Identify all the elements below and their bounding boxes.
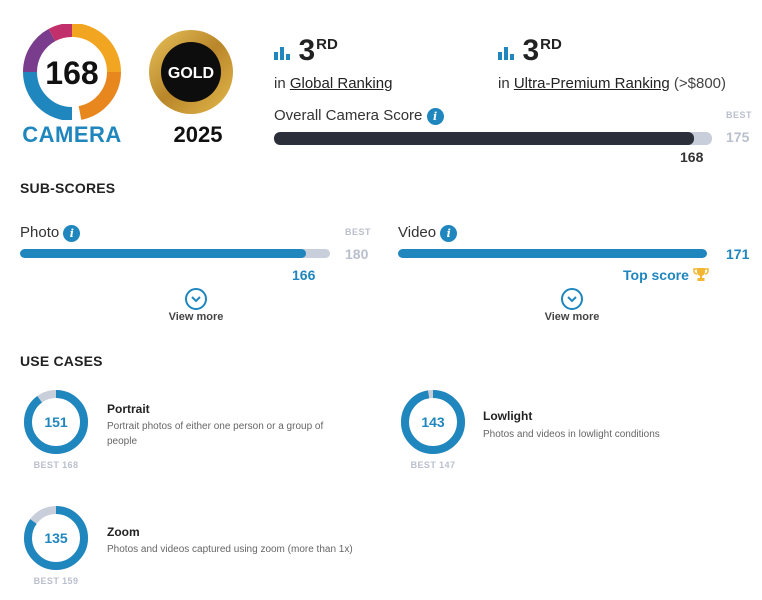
info-icon[interactable]: i: [426, 107, 444, 125]
dxomark-badge-icon: 168: [22, 24, 121, 120]
ultra-ranking-price: (>$800): [669, 75, 727, 92]
video-view-more-link[interactable]: View more: [544, 311, 600, 323]
badge-score: 168: [45, 55, 98, 91]
lowlight-name: Lowlight: [483, 409, 533, 423]
video-label: Video: [398, 224, 437, 241]
photo-heading: Photo i: [20, 224, 81, 242]
ultra-ranking-link[interactable]: Ultra-Premium Ranking: [513, 75, 670, 92]
video-score-value: 171: [726, 246, 750, 262]
portrait-description: Portrait photos of either one person or …: [107, 419, 323, 449]
top-score-label: Top score: [623, 267, 689, 283]
lowlight-description: Photos and videos in lowlight conditions: [483, 427, 660, 442]
global-rank-number: 3: [298, 34, 316, 67]
video-score-bar: [398, 249, 707, 258]
trophy-icon: [693, 268, 710, 281]
ultra-premium-ranking: 3RD: [498, 34, 562, 68]
use-cases-title: USE CASES: [20, 353, 103, 369]
zoom-score-ring: 135: [24, 506, 88, 570]
zoom-description-line: Photos and videos captured using zoom (m…: [107, 544, 353, 555]
overall-score-label: Overall Camera Score: [274, 107, 423, 124]
global-rank-suffix: RD: [316, 36, 338, 53]
ultra-rank-number: 3: [522, 34, 540, 67]
lowlight-best: BEST 147: [410, 460, 456, 470]
info-icon[interactable]: i: [63, 224, 81, 242]
portrait-best: BEST 168: [33, 460, 79, 470]
overall-best-label: BEST: [726, 110, 753, 120]
lowlight-score: 143: [421, 414, 445, 430]
zoom-description: Photos and videos captured using zoom (m…: [107, 542, 353, 557]
overall-score-fill: [274, 132, 695, 145]
video-heading: Video i: [398, 224, 458, 242]
global-ranking-prefix: in: [274, 75, 290, 92]
overall-score-bar: [274, 132, 712, 145]
gold-award-icon: GOLD: [149, 30, 233, 114]
ultra-ranking-line: in Ultra-Premium Ranking (>$800): [498, 75, 726, 92]
subscores-title: SUB-SCORES: [20, 180, 116, 196]
global-ranking: 3RD: [274, 34, 338, 68]
bar-chart-icon: [274, 47, 290, 60]
portrait-description-line: people: [107, 436, 138, 447]
overall-score-value: 168: [680, 149, 704, 165]
zoom-best: BEST 159: [33, 576, 79, 586]
lowlight-description-line: Photos and videos in lowlight conditions: [483, 429, 660, 440]
photo-view-more-link[interactable]: View more: [168, 311, 224, 323]
portrait-score: 151: [44, 414, 68, 430]
portrait-description-line: Portrait photos of either one person or …: [107, 421, 324, 432]
photo-score-fill: [20, 249, 306, 258]
award-year: 2025: [173, 122, 223, 147]
video-score-fill: [398, 249, 707, 258]
badge-category: CAMERA: [22, 122, 122, 147]
lowlight-score-ring: 143: [401, 390, 465, 454]
photo-score-value: 166: [292, 267, 316, 283]
global-ranking-line: in Global Ranking: [274, 75, 392, 92]
portrait-name: Portrait: [107, 402, 150, 416]
ultra-rank-suffix: RD: [540, 36, 562, 53]
video-top-score: Top score: [623, 267, 710, 285]
award-label: GOLD: [168, 65, 214, 82]
global-ranking-link[interactable]: Global Ranking: [289, 75, 393, 92]
portrait-score-ring: 151: [24, 390, 88, 454]
bar-chart-icon: [498, 47, 514, 60]
ultra-ranking-prefix: in: [498, 75, 514, 92]
zoom-name: Zoom: [107, 525, 140, 539]
photo-best-value: 180: [345, 246, 369, 262]
photo-score-bar: [20, 249, 330, 258]
photo-view-more-chevron-down-icon[interactable]: [185, 288, 207, 310]
video-view-more-chevron-down-icon[interactable]: [561, 288, 583, 310]
zoom-score: 135: [44, 530, 68, 546]
overall-score-heading: Overall Camera Score i: [274, 107, 444, 125]
photo-best-label: BEST: [345, 227, 372, 237]
overall-best-value: 175: [726, 129, 750, 145]
info-icon[interactable]: i: [440, 224, 458, 242]
photo-label: Photo: [20, 224, 60, 241]
